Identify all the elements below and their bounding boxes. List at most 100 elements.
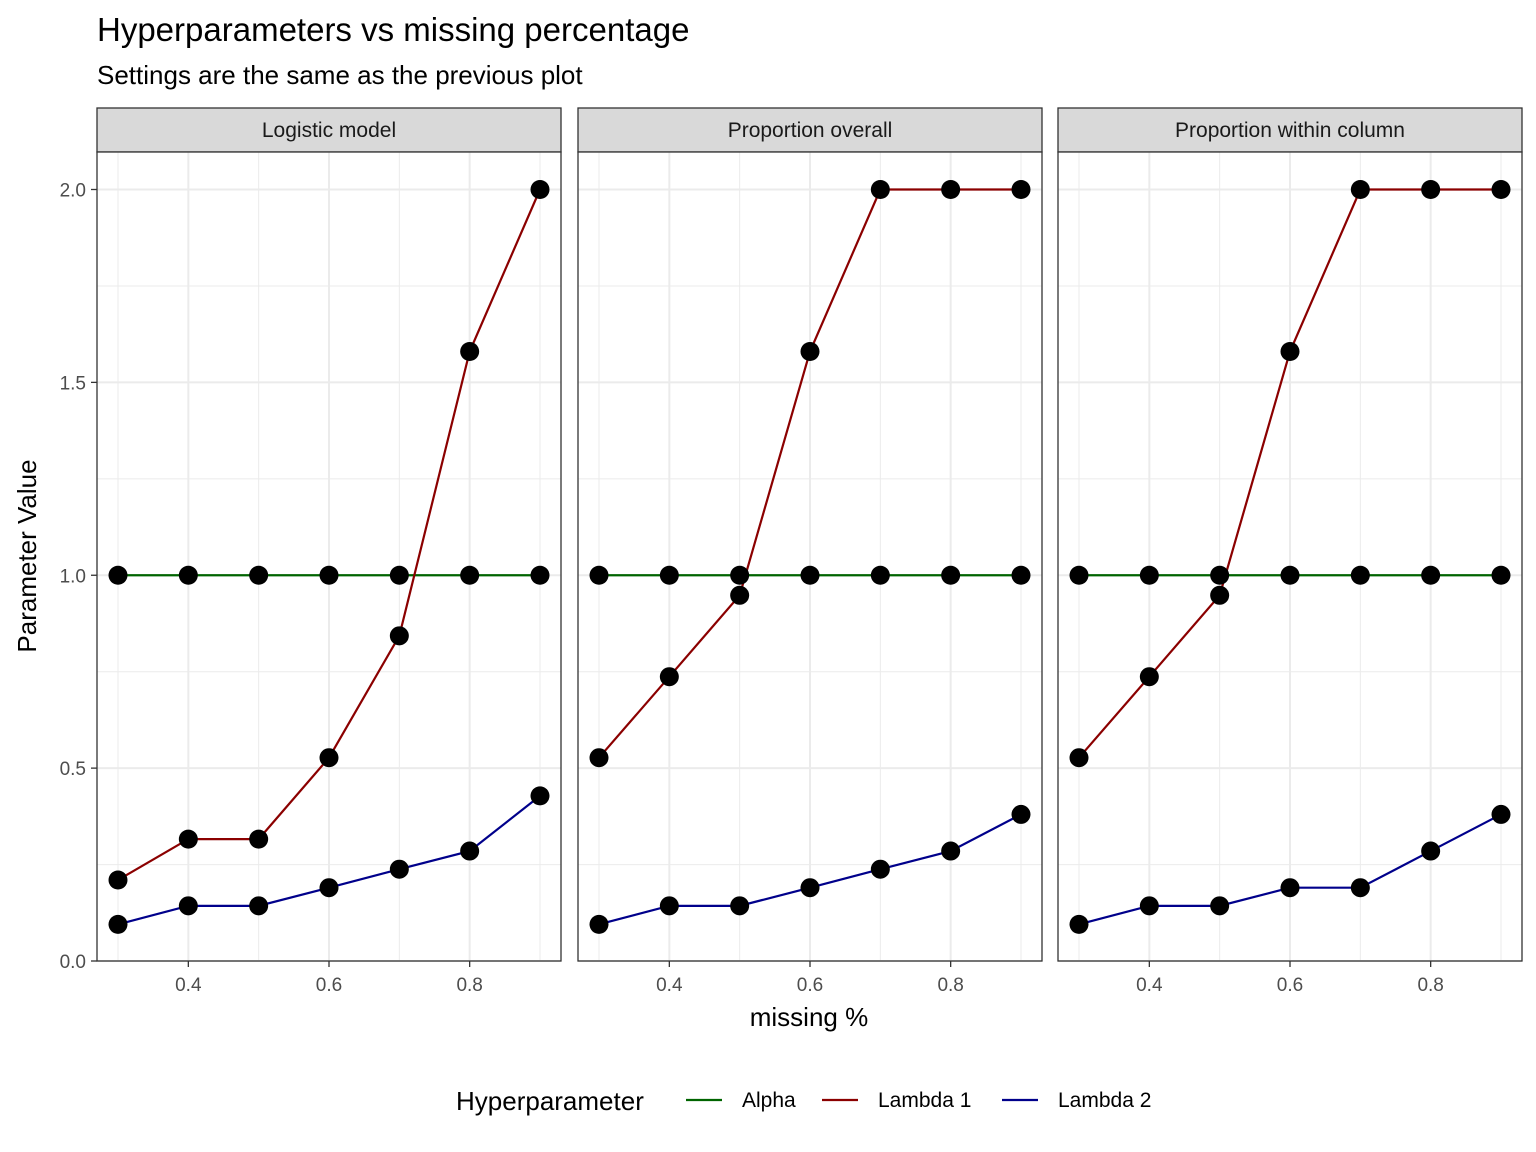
data-point bbox=[319, 748, 339, 768]
data-point bbox=[1069, 748, 1089, 768]
data-point bbox=[730, 585, 750, 605]
data-point bbox=[249, 829, 269, 849]
data-point bbox=[589, 914, 609, 934]
data-point bbox=[1139, 896, 1159, 916]
y-tick-label: 0.0 bbox=[60, 952, 86, 973]
data-point bbox=[389, 565, 409, 585]
data-point bbox=[319, 878, 339, 898]
data-point bbox=[1421, 841, 1441, 861]
data-point bbox=[1210, 896, 1230, 916]
legend-item: Lambda 1 bbox=[822, 1089, 971, 1112]
data-point bbox=[1491, 565, 1511, 585]
data-point bbox=[530, 180, 550, 199]
facet-label: Proportion within column bbox=[1175, 119, 1405, 142]
x-tick-label: 0.6 bbox=[1277, 975, 1303, 996]
data-point bbox=[1011, 804, 1031, 824]
data-point bbox=[1280, 878, 1300, 898]
chart-title: Hyperparameters vs missing percentage bbox=[97, 11, 689, 48]
data-point bbox=[1139, 667, 1159, 687]
data-point bbox=[941, 841, 961, 861]
data-point bbox=[659, 565, 679, 585]
data-point bbox=[249, 896, 269, 916]
y-axis: 0.0 0.5 1.0 1.5 2.0 bbox=[60, 181, 97, 973]
data-point bbox=[108, 565, 128, 585]
data-point bbox=[1350, 565, 1370, 585]
data-point bbox=[389, 859, 409, 879]
data-point bbox=[1491, 804, 1511, 824]
data-point bbox=[108, 870, 128, 890]
data-point bbox=[389, 626, 409, 646]
x-tick-label: 0.4 bbox=[656, 975, 683, 996]
data-point bbox=[460, 342, 480, 362]
data-point bbox=[530, 565, 550, 585]
data-point bbox=[460, 841, 480, 861]
data-point bbox=[730, 896, 750, 916]
x-tick-label: 0.8 bbox=[937, 975, 963, 996]
data-point bbox=[800, 878, 820, 898]
facet-panel: Proportion within column bbox=[1057, 107, 1523, 962]
legend-item: Alpha bbox=[686, 1089, 796, 1112]
data-point bbox=[1421, 565, 1441, 585]
x-tick-label: 0.4 bbox=[1136, 975, 1163, 996]
data-point bbox=[1210, 585, 1230, 605]
data-point bbox=[730, 565, 750, 585]
data-point bbox=[589, 565, 609, 585]
data-point bbox=[870, 180, 890, 199]
x-tick-label: 0.8 bbox=[1417, 975, 1443, 996]
data-point bbox=[1011, 565, 1031, 585]
legend-label: Lambda 2 bbox=[1058, 1089, 1151, 1112]
data-point bbox=[800, 565, 820, 585]
data-point bbox=[870, 859, 890, 879]
chart-subtitle: Settings are the same as the previous pl… bbox=[97, 60, 583, 90]
legend-item: Lambda 2 bbox=[1002, 1089, 1151, 1112]
x-tick-label: 0.6 bbox=[316, 975, 342, 996]
y-tick-label: 0.5 bbox=[60, 759, 86, 780]
data-point bbox=[1011, 180, 1031, 199]
data-point bbox=[1139, 565, 1159, 585]
facet-strip bbox=[1057, 107, 1523, 153]
data-point bbox=[1421, 180, 1441, 199]
data-point bbox=[1350, 180, 1370, 199]
y-tick-label: 2.0 bbox=[60, 181, 86, 202]
data-point bbox=[249, 565, 269, 585]
facet-strip bbox=[577, 107, 1043, 153]
data-point bbox=[659, 667, 679, 687]
data-point bbox=[800, 342, 820, 362]
data-point bbox=[1280, 565, 1300, 585]
legend-label: Lambda 1 bbox=[878, 1089, 971, 1112]
x-axes: 0.4 0.6 0.8 0.4 0.6 0.8 0.4 0.6 0.8 bbox=[175, 961, 1444, 996]
facet-panels: Logistic model Proportion overall Proporti… bbox=[96, 107, 1523, 962]
legend-label: Alpha bbox=[742, 1089, 796, 1112]
data-point bbox=[1350, 878, 1370, 898]
data-point bbox=[178, 565, 198, 585]
data-point bbox=[530, 786, 550, 806]
data-point bbox=[589, 748, 609, 768]
data-point bbox=[1069, 565, 1089, 585]
y-tick-label: 1.0 bbox=[60, 566, 86, 587]
y-axis-title: Parameter Value bbox=[12, 459, 42, 652]
data-point bbox=[941, 565, 961, 585]
facet-panel: Logistic model bbox=[96, 107, 562, 962]
x-tick-label: 0.4 bbox=[175, 975, 202, 996]
data-point bbox=[460, 565, 480, 585]
data-point bbox=[1210, 565, 1230, 585]
x-tick-label: 0.8 bbox=[456, 975, 482, 996]
facet-label: Logistic model bbox=[262, 119, 396, 142]
data-point bbox=[108, 914, 128, 934]
facet-strip bbox=[96, 107, 562, 153]
y-tick-label: 1.5 bbox=[60, 373, 86, 394]
data-point bbox=[1069, 914, 1089, 934]
facet-label: Proportion overall bbox=[728, 119, 893, 142]
legend: Hyperparameter Alpha Lambda 1 Lambda 2 bbox=[456, 1086, 1151, 1116]
data-point bbox=[1280, 342, 1300, 362]
data-point bbox=[659, 896, 679, 916]
data-point bbox=[870, 565, 890, 585]
x-tick-label: 0.6 bbox=[797, 975, 823, 996]
data-point bbox=[319, 565, 339, 585]
data-point bbox=[178, 829, 198, 849]
data-point bbox=[941, 180, 961, 199]
data-point bbox=[178, 896, 198, 916]
legend-title: Hyperparameter bbox=[456, 1086, 644, 1116]
data-point bbox=[1491, 180, 1511, 199]
